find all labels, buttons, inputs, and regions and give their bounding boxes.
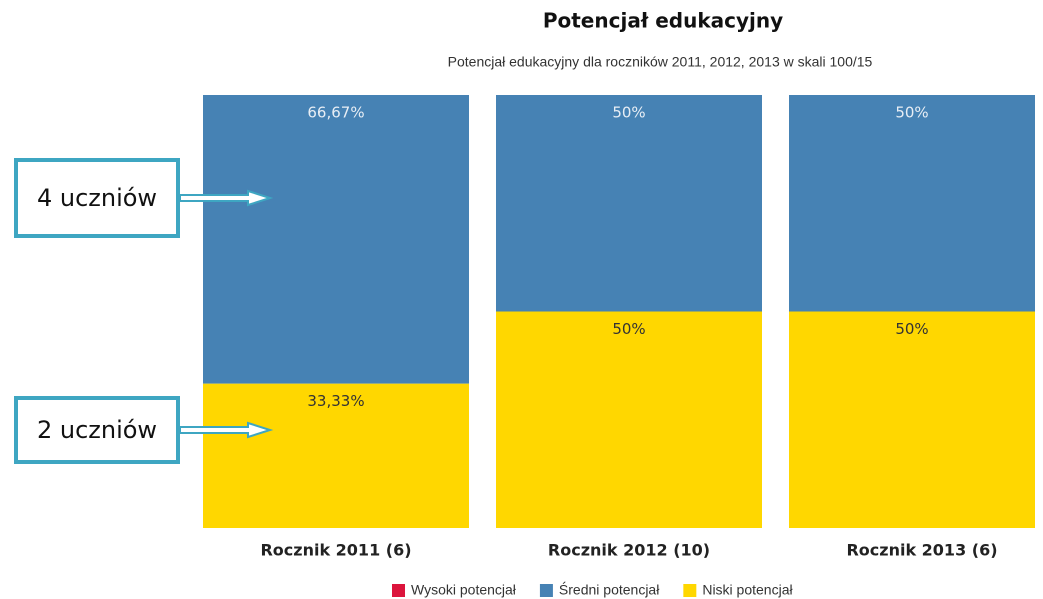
bar-segment	[203, 95, 469, 384]
x-tick-label: Rocznik 2013 (6)	[846, 541, 997, 560]
value-label: 33,33%	[307, 392, 364, 410]
legend-label: Niski potencjał	[702, 582, 793, 598]
x-tick-label: Rocznik 2012 (10)	[548, 541, 710, 560]
x-tick-label: Rocznik 2011 (6)	[260, 541, 411, 560]
chart-title: Potencjał edukacyjny	[543, 9, 783, 33]
callout-box	[14, 396, 180, 464]
legend-label: Średni potencjał	[559, 581, 660, 598]
bar-segment	[789, 311, 1035, 528]
bar-segment	[203, 383, 469, 528]
callout-text: 4 uczniów	[37, 184, 157, 212]
value-label: 50%	[895, 104, 928, 122]
callout-arrow	[179, 189, 274, 207]
callout-text: 2 uczniów	[37, 416, 157, 444]
value-label: 50%	[895, 320, 928, 338]
legend-swatch	[539, 584, 553, 597]
legend-swatch	[683, 584, 697, 597]
value-label: 66,67%	[307, 104, 364, 122]
bar-segment	[789, 95, 1035, 312]
callout-arrow	[179, 421, 274, 439]
legend-label: Wysoki potencjał	[411, 582, 517, 598]
bar-segment	[496, 311, 762, 528]
value-label: 50%	[612, 320, 645, 338]
callout-box	[14, 158, 180, 238]
value-label: 50%	[612, 104, 645, 122]
chart-subtitle: Potencjał edukacyjny dla roczników 2011,…	[448, 54, 873, 70]
bar-segment	[496, 95, 762, 312]
legend-swatch	[392, 584, 405, 597]
